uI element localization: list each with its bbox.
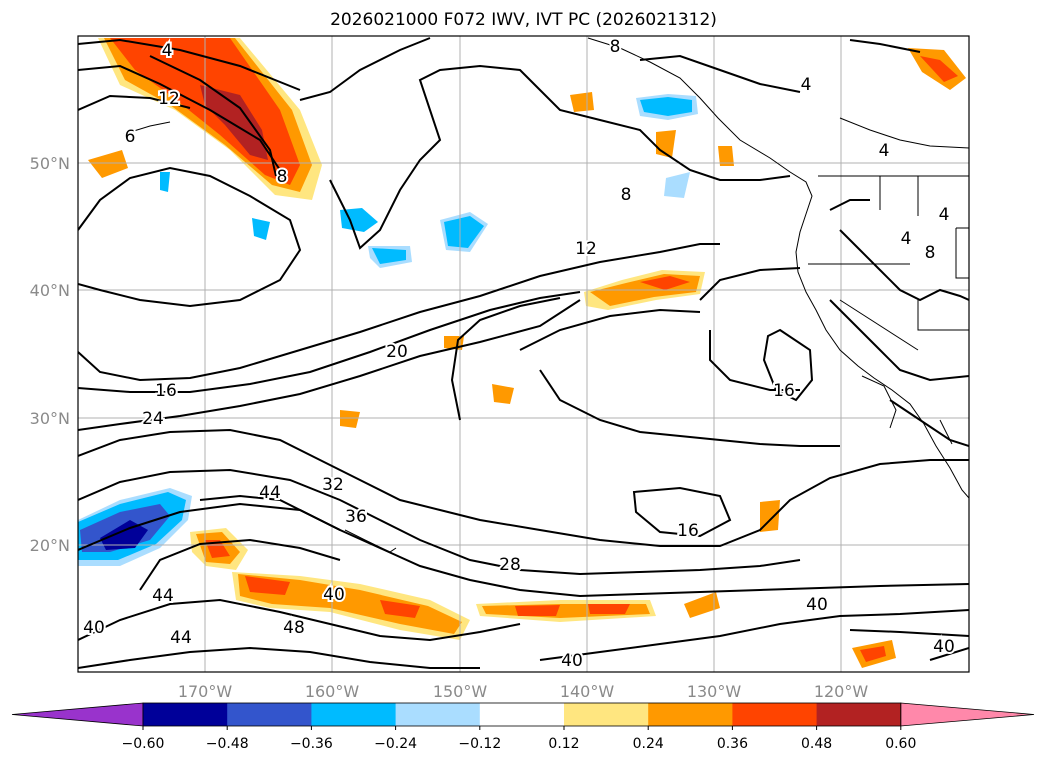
lon-tick-label: 170°W [178, 682, 233, 701]
iwv-contours [78, 37, 969, 669]
colorbar-tick-label: 0.12 [548, 736, 579, 752]
colorbar-tick-label: 0.48 [801, 736, 832, 752]
colorbar-tick-label: −0.48 [206, 736, 249, 752]
contour-label: 32 [322, 475, 344, 495]
lon-tick-label: 140°W [560, 682, 615, 701]
colorbar-segment [816, 703, 902, 726]
colorbar-extension-low [11, 702, 144, 727]
lat-tick-label: 30°N [30, 409, 70, 428]
contour-label: 28 [499, 555, 521, 575]
contour-label: 4 [162, 41, 173, 61]
lon-tick-label: 130°W [687, 682, 742, 701]
contour-label: 44 [259, 483, 281, 503]
colorbar-tick-label: 0.36 [717, 736, 748, 752]
colorbar-tick-label: 0.60 [885, 736, 916, 752]
colorbar-tick-label: −0.36 [290, 736, 333, 752]
contour-label: 8 [621, 185, 632, 205]
contour-label: 44 [170, 628, 192, 648]
ivt-shading [78, 38, 966, 668]
colorbar-segment [143, 703, 228, 726]
contour-label: 8 [610, 37, 621, 57]
colorbar-tick-label: 0.24 [633, 736, 664, 752]
lat-tick-label: 40°N [30, 281, 70, 300]
map-frame [77, 35, 970, 673]
lat-tick-label: 20°N [30, 536, 70, 555]
contour-label: 6 [125, 127, 136, 147]
contour-label: 8 [925, 243, 936, 263]
lon-tick-label: 120°W [814, 682, 869, 701]
colorbar [11, 702, 1035, 727]
contour-label: 20 [386, 342, 408, 362]
contour-label: 44 [152, 586, 174, 606]
contour-label: 16 [155, 381, 177, 401]
colorbar-segment [395, 703, 481, 726]
contour-label: 12 [575, 239, 597, 259]
gridlines [78, 36, 969, 672]
colorbar-segment [479, 703, 565, 726]
colorbar-segment [648, 703, 733, 726]
colorbar-tick-label: −0.12 [458, 736, 501, 752]
contour-label: 4 [939, 205, 950, 225]
lon-tick-label: 160°W [305, 682, 360, 701]
colorbar-tick-label: −0.24 [374, 736, 417, 752]
contour-label: 4 [879, 141, 890, 161]
colorbar-segment [564, 703, 649, 726]
colorbar-outline [142, 702, 902, 727]
contour-label: 24 [142, 409, 164, 429]
contour-label: 16 [773, 381, 795, 401]
contour-label: 48 [283, 618, 305, 638]
contour-label: 40 [83, 618, 105, 638]
lon-axis: 170°W 160°W 150°W 140°W 130°W 120°W [178, 682, 869, 701]
contour-label: 16 [677, 521, 699, 541]
contour-label: 4 [801, 75, 812, 95]
contour-label: 36 [345, 507, 367, 527]
contour-label: 40 [806, 595, 828, 615]
lon-tick-label: 150°W [433, 682, 488, 701]
colorbar-labels: −0.60 −0.48 −0.36 −0.24 −0.12 0.12 0.24 0.36 0.4… [122, 726, 916, 752]
contour-label: 8 [277, 167, 288, 187]
colorbar-segment [227, 703, 312, 726]
contour-label: 40 [561, 651, 583, 671]
colorbar-segment [732, 703, 818, 726]
contour-label: 40 [323, 585, 345, 605]
colorbar-tick-label: −0.60 [122, 736, 165, 752]
map-title: 2026021000 F072 IWV, IVT PC (2026021312) [330, 10, 717, 30]
lat-axis: 50°N 40°N 30°N 20°N [30, 154, 70, 555]
contour-label: 40 [933, 637, 955, 657]
colorbar-segment [311, 703, 397, 726]
map-area [78, 36, 969, 672]
coastline [123, 37, 969, 553]
contour-label: 12 [158, 89, 180, 109]
lat-tick-label: 50°N [30, 154, 70, 173]
contour-label: 4 [901, 229, 912, 249]
colorbar-extension-high [900, 702, 1035, 727]
